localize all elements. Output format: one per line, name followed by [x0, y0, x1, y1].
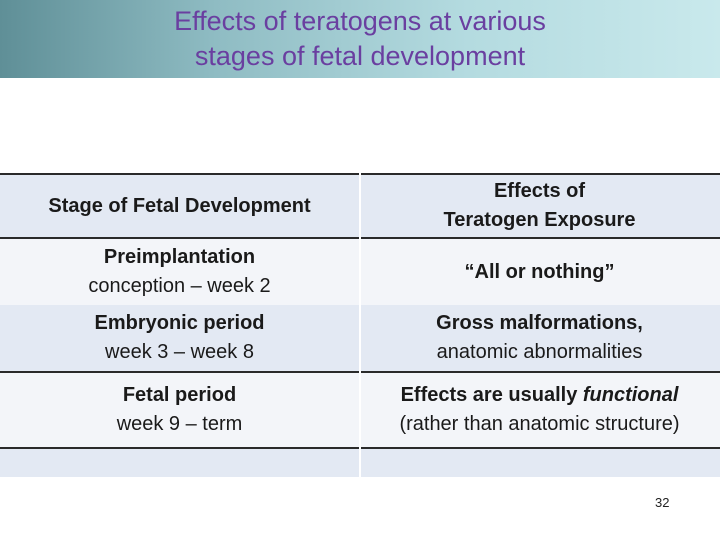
effect-cell: Effects are usually functional (rather t…	[359, 373, 720, 447]
effect-cell: “All or nothing”	[359, 239, 720, 305]
header-effects: Effects of Teratogen Exposure	[359, 175, 720, 237]
effect-text: “All or nothing”	[464, 260, 615, 283]
stage-range: week 3 – week 8	[105, 341, 254, 363]
header-effects-line-1: Effects of	[493, 180, 586, 202]
header-stage-label: Stage of Fetal Development	[48, 194, 311, 217]
effect-text-line-1: Gross malformations,	[436, 312, 643, 334]
header-stage: Stage of Fetal Development	[0, 175, 359, 237]
column-divider	[359, 173, 361, 477]
stage-cell: Fetal period week 9 – term	[0, 373, 359, 447]
slide-title-line-2: stages of fetal development	[194, 41, 526, 71]
stage-cell: Embryonic period week 3 – week 8	[0, 305, 359, 371]
effect-text-line-2: anatomic abnormalities	[436, 341, 643, 363]
stage-cell: Preimplantation conception – week 2	[0, 239, 359, 305]
stage-name: Embryonic period	[94, 312, 265, 334]
stage-name: Preimplantation	[103, 246, 256, 268]
stage-range: week 9 – term	[116, 413, 243, 435]
effect-prefix: Effects are usually	[400, 384, 583, 406]
teratogen-effects-table: Stage of Fetal Development Effects of Te…	[0, 173, 720, 477]
effect-emphasis: functional	[582, 384, 679, 406]
stage-name: Fetal period	[122, 384, 237, 406]
empty-cell	[0, 449, 359, 477]
effect-text-line-1: Effects are usually functional	[401, 381, 679, 410]
page-number: 32	[655, 495, 670, 510]
effect-cell: Gross malformations, anatomic abnormalit…	[359, 305, 720, 371]
stage-range: conception – week 2	[88, 275, 271, 297]
header-effects-line-2: Teratogen Exposure	[443, 209, 636, 231]
slide-title-line-1: Effects of teratogens at various	[174, 6, 546, 36]
effect-text-line-2: (rather than anatomic structure)	[399, 413, 680, 435]
empty-cell	[359, 449, 720, 477]
slide-title-bar: Effects of teratogens at various stages …	[0, 0, 720, 78]
